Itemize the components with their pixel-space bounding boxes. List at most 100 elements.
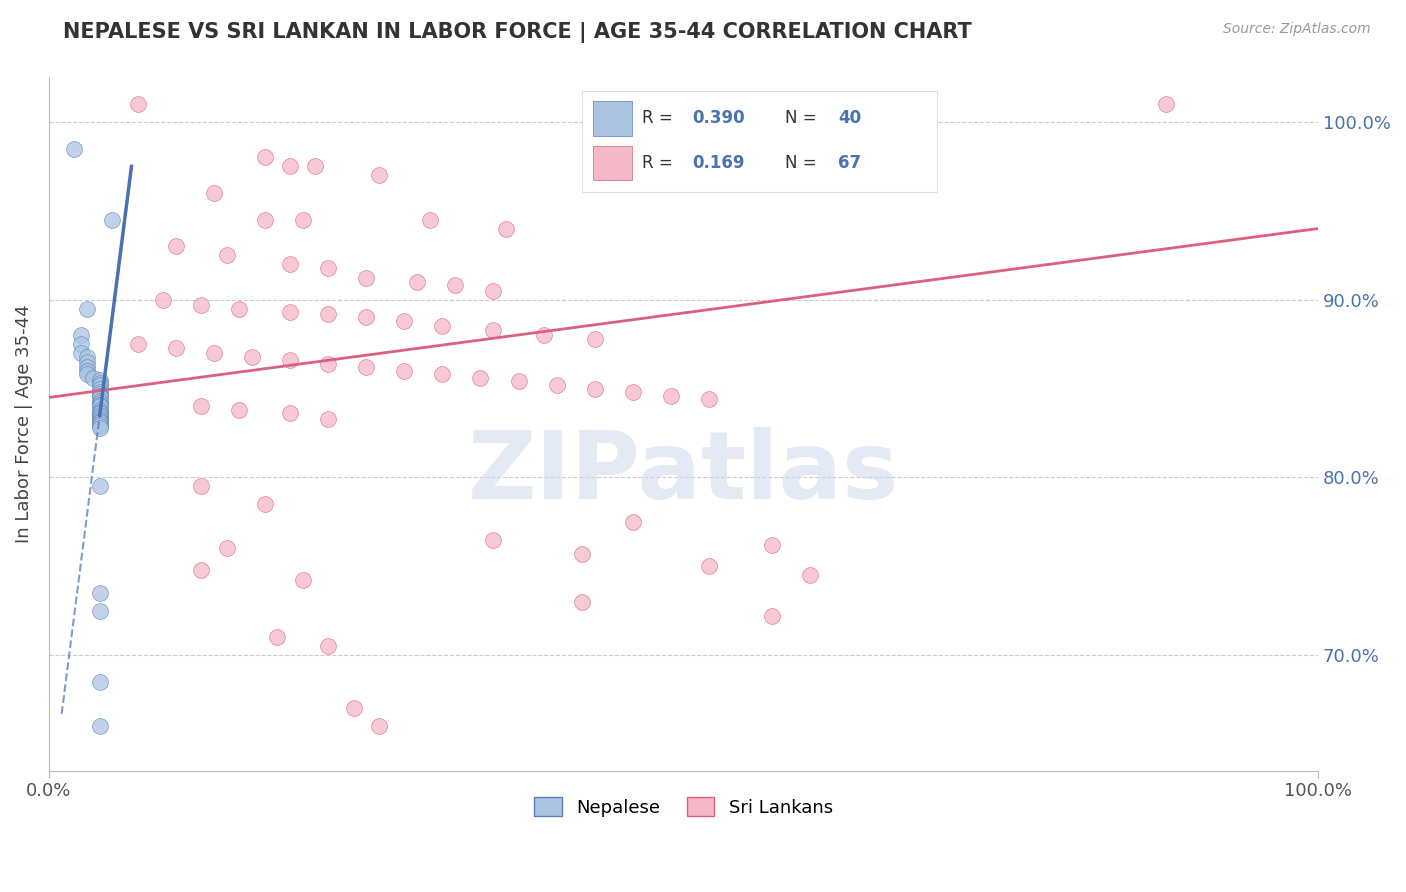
Point xyxy=(444,278,467,293)
Point xyxy=(89,394,111,409)
Point xyxy=(394,364,416,378)
Point xyxy=(89,586,111,600)
Point xyxy=(165,239,187,253)
Point xyxy=(799,568,821,582)
Point xyxy=(583,332,606,346)
Point xyxy=(697,392,720,407)
Point xyxy=(1154,97,1177,112)
Point xyxy=(470,371,492,385)
Point xyxy=(69,346,91,360)
Point xyxy=(76,364,98,378)
Point xyxy=(89,420,111,434)
Text: ZIPatlas: ZIPatlas xyxy=(468,426,900,518)
Point xyxy=(583,382,606,396)
Point xyxy=(278,406,301,420)
Point xyxy=(190,563,212,577)
Point xyxy=(697,559,720,574)
Point xyxy=(571,547,593,561)
Point xyxy=(89,395,111,409)
Point xyxy=(76,368,98,382)
Point xyxy=(356,271,378,285)
Point xyxy=(190,399,212,413)
Point xyxy=(190,298,212,312)
Point xyxy=(253,150,276,164)
Point xyxy=(89,408,111,422)
Point xyxy=(253,497,276,511)
Point xyxy=(342,701,364,715)
Point xyxy=(76,355,98,369)
Point xyxy=(228,402,250,417)
Point xyxy=(356,310,378,325)
Point xyxy=(432,319,454,334)
Point xyxy=(482,284,505,298)
Point xyxy=(89,399,111,413)
Point xyxy=(165,341,187,355)
Point xyxy=(89,604,111,618)
Point xyxy=(69,337,91,351)
Text: Source: ZipAtlas.com: Source: ZipAtlas.com xyxy=(1223,22,1371,37)
Point xyxy=(190,479,212,493)
Text: NEPALESE VS SRI LANKAN IN LABOR FORCE | AGE 35-44 CORRELATION CHART: NEPALESE VS SRI LANKAN IN LABOR FORCE | … xyxy=(63,22,972,44)
Point xyxy=(89,417,111,431)
Point xyxy=(316,260,339,275)
Point xyxy=(316,640,339,654)
Point xyxy=(533,328,555,343)
Point xyxy=(63,142,86,156)
Point xyxy=(291,212,314,227)
Y-axis label: In Labor Force | Age 35-44: In Labor Force | Age 35-44 xyxy=(15,305,32,543)
Point xyxy=(89,415,111,429)
Point xyxy=(278,257,301,271)
Point xyxy=(240,350,263,364)
Point xyxy=(127,97,149,112)
Point xyxy=(89,674,111,689)
Point xyxy=(571,595,593,609)
Point xyxy=(278,159,301,173)
Point xyxy=(659,389,682,403)
Point xyxy=(419,212,441,227)
Point xyxy=(127,337,149,351)
Point xyxy=(69,328,91,343)
Point xyxy=(215,248,238,262)
Point xyxy=(621,385,644,400)
Point xyxy=(89,411,111,425)
Point xyxy=(89,409,111,424)
Point xyxy=(152,293,174,307)
Point xyxy=(89,387,111,401)
Point xyxy=(291,574,314,588)
Point xyxy=(228,301,250,316)
Point xyxy=(89,373,111,387)
Point xyxy=(316,307,339,321)
Point xyxy=(202,346,225,360)
Point xyxy=(89,719,111,733)
Point xyxy=(761,609,783,624)
Point xyxy=(253,212,276,227)
Point xyxy=(761,538,783,552)
Point xyxy=(89,389,111,403)
Point xyxy=(406,275,429,289)
Point xyxy=(202,186,225,200)
Point xyxy=(89,378,111,392)
Point xyxy=(82,371,104,385)
Point xyxy=(368,719,391,733)
Point xyxy=(89,397,111,411)
Point xyxy=(621,515,644,529)
Point xyxy=(368,168,391,182)
Point xyxy=(316,411,339,425)
Legend: Nepalese, Sri Lankans: Nepalese, Sri Lankans xyxy=(527,790,839,824)
Point xyxy=(89,406,111,420)
Point xyxy=(89,413,111,427)
Point xyxy=(356,360,378,375)
Point xyxy=(89,418,111,433)
Point xyxy=(304,159,326,173)
Point xyxy=(89,385,111,400)
Point xyxy=(89,376,111,391)
Point xyxy=(89,402,111,417)
Point xyxy=(215,541,238,556)
Point xyxy=(482,533,505,547)
Point xyxy=(316,357,339,371)
Point xyxy=(482,323,505,337)
Point xyxy=(89,404,111,418)
Point xyxy=(278,305,301,319)
Point xyxy=(495,221,517,235)
Point xyxy=(101,212,124,227)
